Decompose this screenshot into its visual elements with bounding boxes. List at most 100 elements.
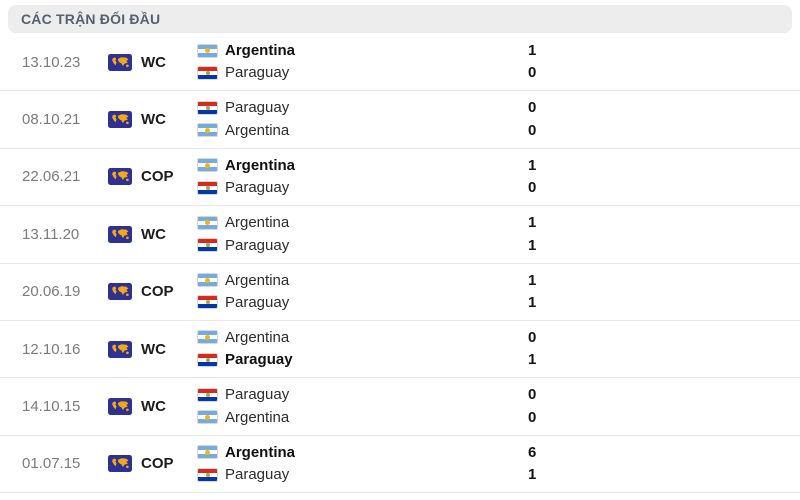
teams-cell: Argentina 1 Paraguay 0 — [197, 34, 800, 90]
team-line-away: Paraguay 1 — [197, 236, 800, 255]
team-score: 1 — [528, 214, 537, 232]
teams-cell: Argentina 6 Paraguay 1 — [197, 436, 800, 492]
competition-label: COP — [141, 168, 174, 186]
team-line-home: Paraguay 0 — [197, 385, 800, 404]
match-row[interactable]: 13.10.23 WC Argentina 1 Paraguay — [0, 34, 800, 92]
team-line-home: Argentina 1 — [197, 271, 800, 290]
team-score: 1 — [528, 271, 537, 289]
world-map-icon — [108, 53, 132, 71]
match-date: 13.11.20 — [22, 225, 80, 243]
team-name: Argentina — [225, 271, 290, 289]
match-date: 14.10.15 — [22, 398, 81, 416]
team-line-home: Argentina 6 — [197, 443, 800, 462]
paraguay-flag-icon — [197, 65, 218, 80]
team-name: Argentina — [225, 328, 290, 346]
team-score: 1 — [528, 156, 537, 174]
teams-cell: Paraguay 0 Argentina 0 — [197, 91, 800, 147]
paraguay-flag-icon — [197, 467, 218, 482]
team-name: Argentina — [225, 121, 290, 139]
argentina-flag-icon — [197, 123, 218, 138]
team-line-away: Paraguay 0 — [197, 63, 800, 82]
match-row[interactable]: 14.10.15 WC Paraguay 0 Argentina — [0, 378, 800, 436]
team-line-home: Argentina 0 — [197, 328, 800, 347]
competition-cell: WC — [108, 321, 197, 377]
paraguay-flag-icon — [197, 387, 218, 402]
team-name: Argentina — [225, 408, 290, 426]
team-score: 0 — [528, 328, 537, 346]
team-score: 6 — [528, 443, 537, 461]
team-name: Paraguay — [225, 351, 293, 369]
competition-label: COP — [141, 455, 174, 473]
match-date: 13.10.23 — [22, 53, 81, 71]
paraguay-flag-icon — [197, 295, 218, 310]
paraguay-flag-icon — [197, 180, 218, 195]
team-line-home: Paraguay 0 — [197, 98, 800, 117]
team-score: 1 — [528, 351, 537, 369]
argentina-flag-icon — [197, 445, 218, 460]
team-name: Paraguay — [225, 466, 290, 484]
team-score: 0 — [528, 64, 537, 82]
world-map-icon — [108, 283, 132, 301]
team-line-away: Paraguay 0 — [197, 178, 800, 197]
world-map-icon — [108, 455, 132, 473]
argentina-flag-icon — [197, 43, 218, 58]
team-name: Paraguay — [225, 293, 290, 311]
team-line-home: Argentina 1 — [197, 213, 800, 232]
match-row[interactable]: 01.07.15 COP Argentina 6 Paraguay — [0, 436, 800, 494]
team-score: 1 — [528, 236, 537, 254]
competition-label: WC — [141, 53, 166, 71]
competition-cell: WC — [108, 206, 197, 262]
team-name: Paraguay — [225, 386, 290, 404]
paraguay-flag-icon — [197, 238, 218, 253]
teams-cell: Argentina 1 Paraguay 1 — [197, 264, 800, 320]
matches-list: 13.10.23 WC Argentina 1 Paraguay — [0, 34, 800, 494]
team-line-home: Argentina 1 — [197, 156, 800, 175]
paraguay-flag-icon — [197, 100, 218, 115]
team-line-away: Paraguay 1 — [197, 293, 800, 312]
team-name: Paraguay — [225, 99, 290, 117]
competition-cell: COP — [108, 264, 197, 320]
match-row[interactable]: 12.10.16 WC Argentina 0 Paraguay — [0, 321, 800, 379]
argentina-flag-icon — [197, 215, 218, 230]
team-name: Paraguay — [225, 179, 290, 197]
world-map-icon — [108, 340, 132, 358]
argentina-flag-icon — [197, 330, 218, 345]
team-score: 1 — [528, 466, 537, 484]
team-line-away: Paraguay 1 — [197, 350, 800, 369]
team-line-home: Argentina 1 — [197, 41, 800, 60]
team-line-away: Argentina 0 — [197, 121, 800, 140]
competition-cell: WC — [108, 34, 197, 90]
match-row[interactable]: 22.06.21 COP Argentina 1 Paraguay — [0, 149, 800, 207]
team-score: 0 — [528, 408, 537, 426]
competition-label: WC — [141, 111, 166, 129]
match-date: 12.10.16 — [22, 340, 81, 358]
team-name: Argentina — [225, 443, 296, 461]
match-row[interactable]: 08.10.21 WC Paraguay 0 Argentina — [0, 91, 800, 149]
team-name: Paraguay — [225, 236, 290, 254]
section-title: CÁC TRẬN ĐỐI ĐẦU — [21, 11, 161, 27]
teams-cell: Argentina 1 Paraguay 1 — [197, 206, 800, 262]
argentina-flag-icon — [197, 410, 218, 425]
paraguay-flag-icon — [197, 352, 218, 367]
world-map-icon — [108, 168, 132, 186]
teams-cell: Argentina 0 Paraguay 1 — [197, 321, 800, 377]
section-header: CÁC TRẬN ĐỐI ĐẦU — [8, 5, 792, 33]
match-row[interactable]: 20.06.19 COP Argentina 1 Paraguay — [0, 264, 800, 321]
team-line-away: Paraguay 1 — [197, 465, 800, 484]
competition-cell: COP — [108, 436, 197, 492]
competition-label: WC — [141, 340, 166, 358]
competition-label: WC — [141, 225, 166, 243]
team-score: 1 — [528, 293, 537, 311]
team-score: 0 — [528, 121, 537, 139]
team-score: 0 — [528, 386, 537, 404]
team-name: Argentina — [225, 156, 296, 174]
team-name: Argentina — [225, 42, 296, 59]
match-row[interactable]: 13.11.20 WC Argentina 1 Paraguay — [0, 206, 800, 264]
world-map-icon — [108, 398, 132, 416]
team-name: Argentina — [225, 214, 290, 232]
match-date: 08.10.21 — [22, 111, 81, 129]
team-line-away: Argentina 0 — [197, 408, 800, 427]
argentina-flag-icon — [197, 273, 218, 288]
competition-cell: COP — [108, 149, 197, 205]
teams-cell: Argentina 1 Paraguay 0 — [197, 149, 800, 205]
